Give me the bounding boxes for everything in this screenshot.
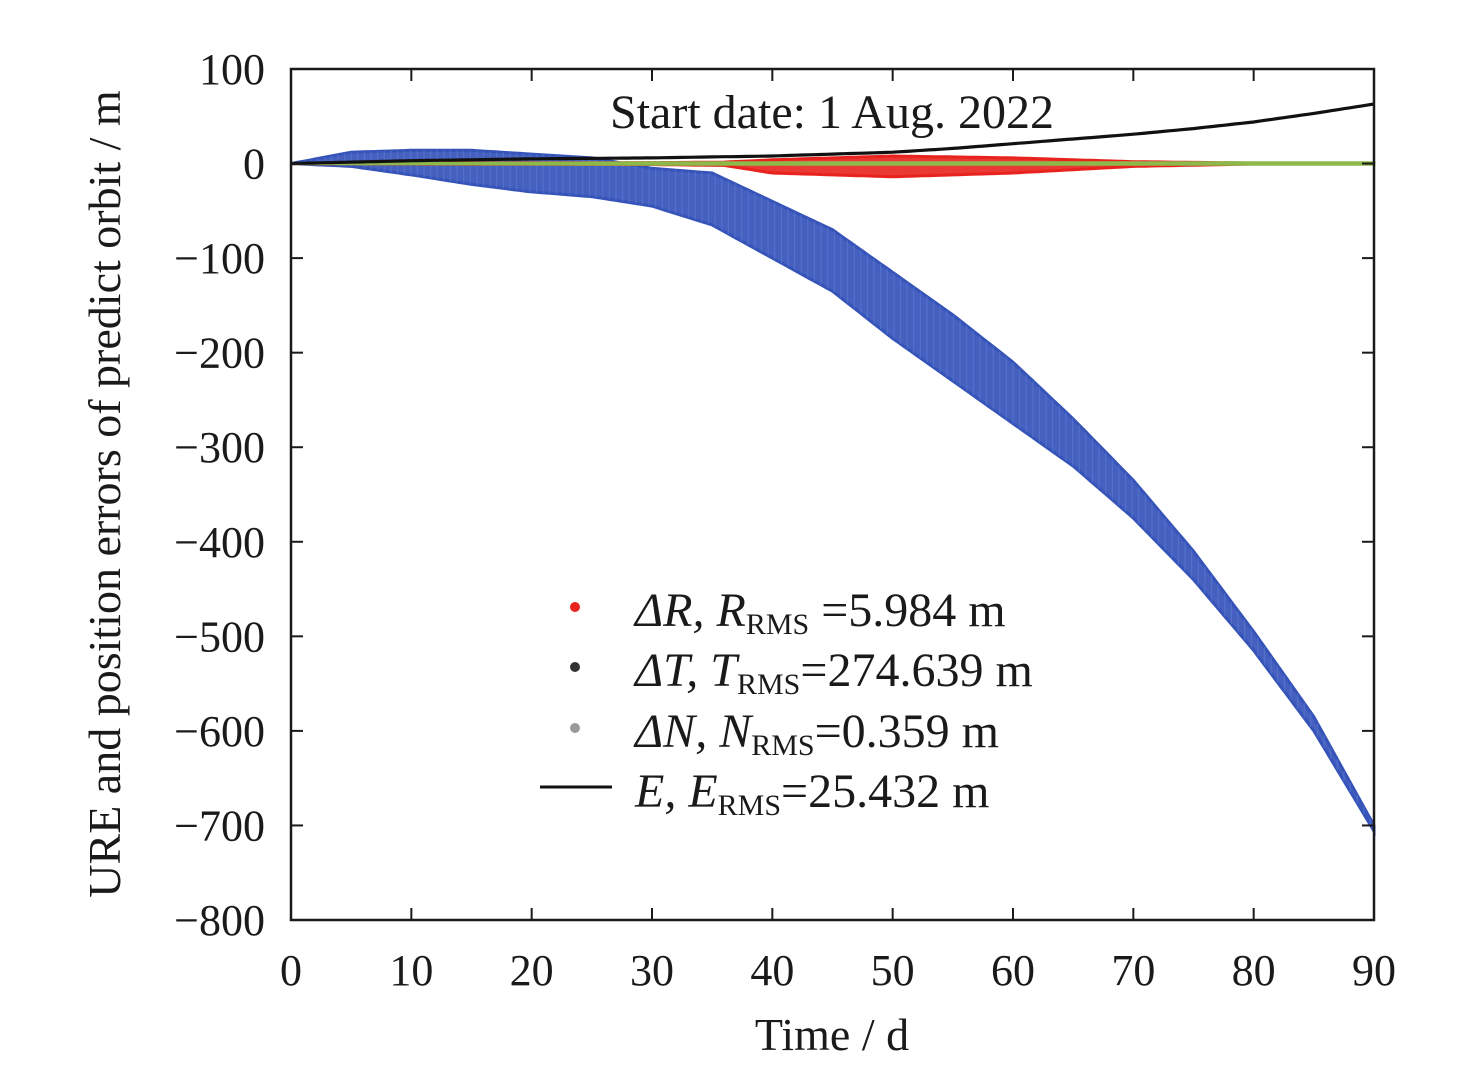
x-tick-label: 20	[510, 946, 554, 995]
legend-marker-0	[570, 602, 580, 612]
y-tick-label: 0	[243, 140, 265, 189]
x-tick-label: 10	[389, 946, 433, 995]
start-date-annotation: Start date: 1 Aug. 2022	[610, 86, 1054, 139]
y-tick-label: −700	[174, 801, 265, 850]
legend-label-1: ΔT, TRMS=274.639 m	[633, 644, 1033, 701]
y-tick-label: −400	[174, 518, 265, 567]
y-tick-label: −600	[174, 707, 265, 756]
x-tick-label: 70	[1111, 946, 1155, 995]
y-tick-label: −800	[174, 896, 265, 945]
y-tick-label: −200	[174, 329, 265, 378]
x-tick-label: 0	[280, 946, 302, 995]
y-tick-label: −100	[174, 234, 265, 283]
series-band-2	[290, 161, 1376, 166]
y-tick-label: 100	[199, 45, 265, 94]
x-tick-label: 40	[750, 946, 794, 995]
legend-label-3: E, ERMS=25.432 m	[634, 765, 989, 822]
legend-marker-1	[570, 662, 580, 672]
legend-label-0: ΔR, RRMS =5.984 m	[633, 584, 1006, 641]
ticks-layer: 0 10 20 30 40 50 60 70 80 90 100 0 −100 −200 −300 −400 −…	[174, 45, 1396, 995]
series-2-group	[290, 161, 1376, 166]
series-line-e	[290, 102, 1375, 166]
x-axis-title: Time / d	[755, 1009, 909, 1060]
y-tick-label: −500	[174, 612, 265, 661]
legend-marker-2	[570, 723, 580, 733]
x-tick-label: 90	[1352, 946, 1396, 995]
x-tick-label: 60	[991, 946, 1035, 995]
series-3-group	[290, 102, 1375, 166]
y-tick-label: −300	[174, 423, 265, 472]
legend-label-2: ΔN, NRMS=0.359 m	[633, 705, 999, 762]
plot-frame	[289, 67, 1376, 922]
x-tick-label: 50	[871, 946, 915, 995]
y-axis-title: URE and position errors of predict orbit…	[79, 90, 130, 898]
x-tick-label: 30	[630, 946, 674, 995]
legend: ΔR, RRMS =5.984 mΔT, TRMS=274.639 mΔN, N…	[540, 584, 1033, 822]
x-tick-label: 80	[1232, 946, 1276, 995]
